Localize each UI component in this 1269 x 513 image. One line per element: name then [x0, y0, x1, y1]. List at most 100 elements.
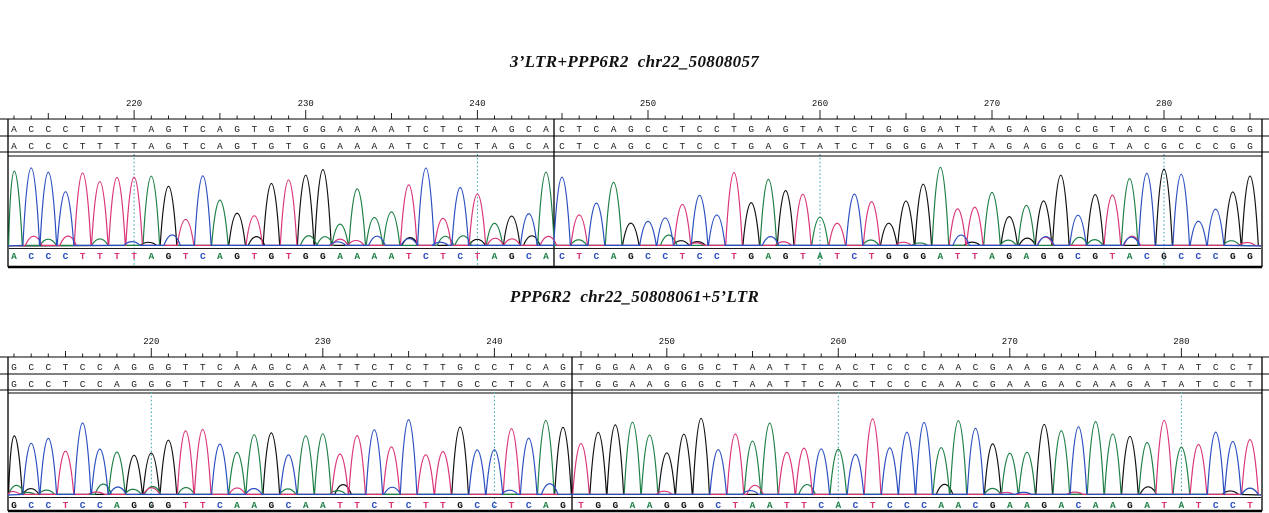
svg-text:C: C	[217, 379, 223, 390]
svg-text:A: A	[1093, 362, 1099, 373]
svg-text:C: C	[200, 251, 206, 262]
svg-text:G: G	[148, 500, 154, 511]
svg-text:G: G	[1247, 124, 1253, 135]
svg-text:T: T	[131, 141, 137, 152]
svg-text:G: G	[783, 141, 789, 152]
svg-text:G: G	[234, 124, 240, 135]
svg-text:G: G	[148, 362, 154, 373]
svg-text:T: T	[870, 362, 876, 373]
svg-text:G: G	[131, 362, 137, 373]
svg-text:A: A	[630, 500, 636, 511]
svg-text:T: T	[286, 124, 292, 135]
svg-text:G: G	[1041, 141, 1047, 152]
svg-text:T: T	[423, 362, 429, 373]
svg-text:C: C	[526, 379, 532, 390]
guide-lines	[133, 154, 1165, 265]
svg-text:A: A	[543, 251, 549, 262]
svg-text:C: C	[526, 141, 532, 152]
svg-text:220: 220	[143, 337, 159, 347]
svg-text:T: T	[183, 500, 189, 511]
svg-text:A: A	[1127, 251, 1133, 262]
svg-text:C: C	[1075, 124, 1081, 135]
svg-text:G: G	[595, 500, 601, 511]
svg-text:A: A	[217, 141, 223, 152]
svg-text:T: T	[475, 141, 481, 152]
svg-text:C: C	[97, 500, 103, 511]
svg-text:G: G	[269, 251, 275, 262]
svg-text:C: C	[217, 500, 223, 511]
svg-text:A: A	[492, 141, 498, 152]
svg-text:T: T	[406, 124, 412, 135]
svg-text:A: A	[1024, 124, 1030, 135]
svg-text:A: A	[938, 251, 944, 262]
svg-text:240: 240	[469, 99, 485, 109]
svg-text:C: C	[286, 379, 292, 390]
svg-text:C: C	[97, 379, 103, 390]
svg-text:A: A	[938, 379, 944, 390]
svg-text:T: T	[955, 124, 961, 135]
svg-text:T: T	[870, 379, 876, 390]
svg-text:G: G	[664, 500, 670, 511]
svg-text:A: A	[817, 141, 823, 152]
svg-text:A: A	[630, 379, 636, 390]
svg-text:T: T	[63, 500, 69, 511]
trace-T	[7, 172, 1262, 247]
svg-text:T: T	[183, 362, 189, 373]
svg-text:A: A	[817, 124, 823, 135]
svg-text:A: A	[938, 124, 944, 135]
svg-text:G: G	[1161, 124, 1167, 135]
trace-G	[7, 168, 1262, 247]
svg-text:G: G	[1230, 141, 1236, 152]
svg-text:G: G	[11, 362, 17, 373]
svg-text:C: C	[217, 362, 223, 373]
svg-text:G: G	[1092, 141, 1098, 152]
trace-A	[7, 167, 1262, 247]
guide-lines	[150, 392, 1182, 509]
svg-text:C: C	[1144, 141, 1150, 152]
svg-text:G: G	[166, 362, 172, 373]
svg-text:C: C	[904, 379, 910, 390]
svg-text:C: C	[28, 379, 34, 390]
svg-text:C: C	[645, 251, 651, 262]
svg-text:C: C	[80, 362, 86, 373]
svg-text:G: G	[166, 124, 172, 135]
svg-text:C: C	[474, 500, 480, 511]
svg-text:A: A	[303, 500, 309, 511]
svg-text:A: A	[766, 124, 772, 135]
svg-text:G: G	[698, 500, 704, 511]
svg-text:G: G	[1247, 251, 1253, 262]
position-ruler: 220 230 240 250 260 270 280	[13, 337, 1251, 357]
svg-text:G: G	[595, 379, 601, 390]
svg-text:G: G	[1006, 251, 1012, 262]
svg-text:G: G	[234, 141, 240, 152]
svg-text:C: C	[645, 141, 651, 152]
svg-text:C: C	[457, 141, 463, 152]
svg-text:A: A	[835, 379, 841, 390]
svg-text:G: G	[509, 124, 515, 135]
svg-text:G: G	[457, 362, 463, 373]
svg-text:A: A	[1093, 500, 1099, 511]
svg-text:C: C	[423, 141, 429, 152]
svg-text:G: G	[1041, 124, 1047, 135]
svg-text:C: C	[492, 379, 498, 390]
svg-text:C: C	[45, 500, 51, 511]
svg-text:C: C	[45, 362, 51, 373]
svg-text:G: G	[1006, 124, 1012, 135]
svg-text:G: G	[269, 124, 275, 135]
svg-text:T: T	[578, 379, 584, 390]
svg-text:C: C	[45, 124, 51, 135]
svg-text:A: A	[1179, 500, 1185, 511]
svg-text:A: A	[767, 500, 773, 511]
svg-text:C: C	[80, 379, 86, 390]
svg-text:G: G	[748, 124, 754, 135]
svg-text:T: T	[337, 500, 343, 511]
svg-text:A: A	[938, 500, 944, 511]
svg-text:A: A	[1179, 362, 1185, 373]
svg-text:T: T	[286, 251, 292, 262]
svg-text:T: T	[80, 141, 86, 152]
svg-text:T: T	[97, 141, 103, 152]
svg-text:G: G	[612, 362, 618, 373]
svg-text:A: A	[1007, 379, 1013, 390]
svg-text:A: A	[766, 251, 772, 262]
